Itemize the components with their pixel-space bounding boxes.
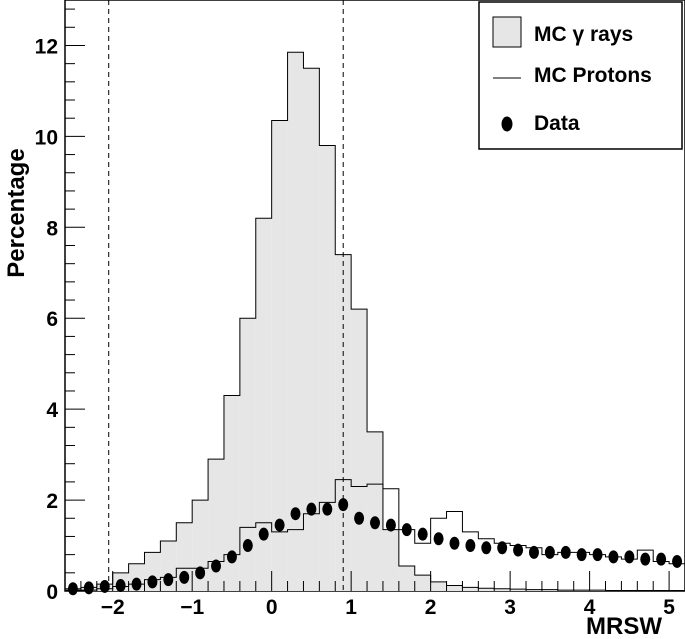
- data-point: [544, 545, 555, 559]
- data-point: [306, 502, 317, 516]
- x-tick-label: 4: [584, 596, 596, 619]
- data-point: [115, 579, 126, 593]
- data-point: [417, 527, 428, 541]
- data-point: [354, 511, 365, 525]
- gamma-bar: [255, 218, 272, 591]
- data-point: [195, 566, 206, 580]
- gamma-bar: [382, 529, 399, 591]
- data-points: [67, 498, 683, 596]
- y-tick-label: 10: [35, 126, 58, 149]
- legend-swatch-gamma: [492, 16, 522, 48]
- gamma-bar: [287, 52, 304, 592]
- data-point: [560, 545, 571, 559]
- x-tick-label: 0: [266, 596, 278, 619]
- gamma-bar: [223, 395, 240, 591]
- data-point: [290, 507, 301, 521]
- y-tick-label: 6: [46, 308, 58, 331]
- x-tick-label: 1: [345, 596, 357, 619]
- data-point: [401, 523, 412, 537]
- data-point: [322, 502, 333, 516]
- data-point: [131, 577, 142, 591]
- data-point: [672, 554, 683, 568]
- gamma-bar: [478, 588, 495, 591]
- x-tick-label: 5: [663, 596, 675, 619]
- y-tick-label: 12: [35, 35, 58, 58]
- data-point: [592, 548, 603, 562]
- gamma-bar: [541, 589, 558, 591]
- data-point: [258, 527, 269, 541]
- data-point: [481, 541, 492, 555]
- y-axis-title: Percentage: [3, 148, 30, 277]
- data-point: [433, 532, 444, 546]
- gamma-bar: [398, 565, 415, 591]
- gamma-bar: [239, 318, 256, 591]
- data-point: [274, 518, 285, 532]
- data-point: [83, 581, 94, 595]
- data-point: [576, 548, 587, 562]
- gamma-bar: [510, 589, 527, 591]
- data-point: [370, 516, 380, 530]
- legend-label-gamma: MC γ rays: [534, 23, 633, 46]
- data-point: [67, 582, 78, 596]
- legend-label-protons: MC Protons: [534, 64, 652, 87]
- legend-swatch-data: [501, 116, 513, 132]
- data-point: [242, 539, 253, 553]
- gamma-bar: [462, 587, 479, 591]
- gamma-bar: [494, 588, 511, 591]
- data-point: [147, 575, 158, 589]
- data-point: [608, 550, 619, 564]
- gamma-bar: [303, 68, 320, 591]
- data-point: [163, 573, 174, 587]
- gamma-bar: [271, 120, 288, 591]
- data-point: [640, 552, 651, 566]
- x-tick-label: −1: [180, 596, 204, 619]
- gamma-bar: [208, 459, 224, 591]
- y-tick-label: 0: [46, 581, 58, 604]
- data-point: [465, 539, 476, 553]
- data-point: [449, 536, 460, 550]
- data-point: [624, 550, 635, 564]
- legend: MC γ rays MC Protons Data: [478, 1, 683, 150]
- data-point: [211, 559, 222, 573]
- x-tick-label: 3: [504, 596, 516, 619]
- gamma-bar: [526, 589, 542, 591]
- gamma-bar: [351, 309, 368, 591]
- data-point: [528, 545, 539, 559]
- data-point: [385, 518, 396, 532]
- gamma-bar: [430, 581, 447, 591]
- y-tick-label: 4: [46, 399, 58, 422]
- gamma-bar: [367, 431, 383, 591]
- x-tick-label: −2: [101, 596, 125, 619]
- y-tick-label: 8: [46, 217, 58, 240]
- data-point: [226, 550, 237, 564]
- data-point: [179, 570, 190, 584]
- data-point: [656, 552, 667, 566]
- data-point: [497, 541, 508, 555]
- x-axis-title: MRSW: [586, 613, 662, 639]
- x-tick-label: 2: [425, 596, 437, 619]
- gamma-bar: [414, 575, 431, 591]
- data-point: [513, 543, 524, 557]
- legend-label-data: Data: [534, 112, 580, 135]
- data-point: [99, 579, 110, 593]
- data-point: [338, 498, 349, 512]
- gamma-bar: [446, 585, 463, 591]
- gamma-bar: [319, 145, 336, 591]
- y-tick-label: 2: [46, 490, 58, 513]
